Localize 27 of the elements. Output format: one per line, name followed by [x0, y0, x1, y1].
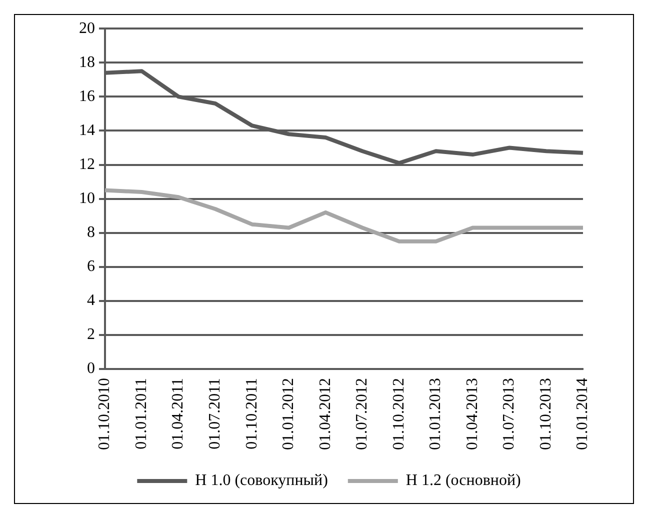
- x-tick-label: 01.10.2011: [243, 378, 260, 450]
- x-tick-label: 01.01.2011: [132, 378, 150, 450]
- y-tick-label: 6: [87, 258, 95, 276]
- y-tick-label: 20: [79, 20, 95, 37]
- y-tick-label: 4: [87, 292, 95, 310]
- x-tick-label: 01.01.2014: [574, 378, 592, 450]
- y-tick-label: 16: [79, 88, 95, 105]
- x-tick-label: 01.10.2012: [390, 378, 408, 450]
- legend-label: Н 1.0 (совокупный): [195, 472, 328, 490]
- y-tick-label: 8: [87, 224, 95, 242]
- x-tick-label: 01.10.2013: [537, 378, 554, 450]
- x-tick-label: 01.07.2012: [354, 378, 371, 450]
- y-tick-label: 18: [79, 54, 95, 71]
- x-tick-label: 01.10.2010: [96, 378, 114, 450]
- x-tick-label: 01.07.2011: [206, 378, 224, 450]
- y-tick-label: 2: [87, 326, 95, 344]
- y-tick-label: 0: [87, 360, 95, 378]
- x-tick-label: 01.04.2013: [464, 378, 481, 450]
- x-tick-label: 01.04.2011: [170, 378, 187, 450]
- y-tick-label: 14: [79, 122, 95, 139]
- x-tick-label: 01.01.2012: [280, 378, 298, 450]
- y-tick-label: 10: [79, 190, 95, 208]
- x-tick-label: 01.01.2013: [427, 378, 444, 450]
- legend-label: Н 1.2 (основной): [406, 472, 521, 490]
- y-tick-label: 12: [79, 156, 95, 173]
- x-tick-label: 01.07.2013: [500, 378, 518, 450]
- x-tick-label: 01.04.2012: [316, 378, 334, 450]
